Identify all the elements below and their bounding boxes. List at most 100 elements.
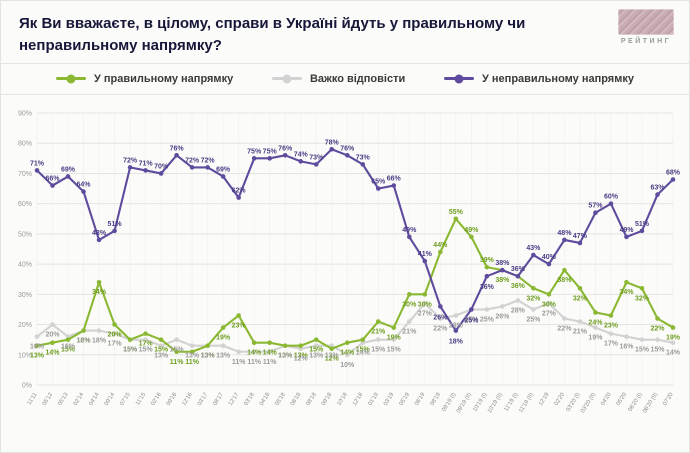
svg-text:43%: 43% (526, 245, 541, 252)
svg-text:08'18: 08'18 (305, 391, 318, 406)
svg-text:69%: 69% (216, 166, 231, 173)
svg-text:21%: 21% (573, 328, 588, 335)
gray-line-marker-icon (271, 77, 302, 80)
svg-text:01'19: 01'19 (367, 391, 380, 406)
svg-text:40%: 40% (18, 261, 32, 268)
svg-text:44%: 44% (433, 242, 448, 249)
svg-text:41%: 41% (418, 251, 433, 258)
svg-text:10'18: 10'18 (336, 391, 349, 406)
svg-text:57%: 57% (588, 202, 603, 209)
svg-text:09'19 (ІІ): 09'19 (ІІ) (456, 391, 473, 413)
svg-text:66%: 66% (46, 175, 61, 182)
svg-text:36%: 36% (511, 283, 526, 290)
svg-text:13%: 13% (201, 352, 216, 359)
svg-text:15%: 15% (154, 346, 169, 353)
svg-text:25%: 25% (480, 316, 495, 323)
svg-text:76%: 76% (170, 145, 185, 152)
svg-text:68%: 68% (666, 169, 681, 176)
svg-text:06'20 (І): 06'20 (І) (627, 391, 643, 412)
svg-text:49%: 49% (464, 226, 479, 233)
svg-text:34%: 34% (619, 289, 634, 296)
svg-text:11%: 11% (247, 358, 261, 365)
svg-text:62%: 62% (232, 187, 247, 194)
svg-text:72%: 72% (185, 157, 200, 164)
svg-text:04'20: 04'20 (600, 391, 613, 406)
header: Як Ви вважаєте, в цілому, справи в Украї… (1, 1, 689, 61)
svg-text:15%: 15% (139, 346, 154, 353)
svg-text:36%: 36% (511, 266, 526, 273)
legend-label: У правильному напрямку (94, 72, 234, 85)
svg-text:34%: 34% (92, 289, 107, 296)
svg-text:09'14: 09'14 (104, 391, 117, 407)
legend-item-hard-to-answer: Важко відповісти (271, 72, 406, 85)
svg-text:22%: 22% (557, 325, 572, 332)
svg-text:70%: 70% (18, 170, 32, 177)
svg-text:19%: 19% (387, 334, 402, 341)
svg-text:13%: 13% (294, 352, 309, 359)
purple-line-marker-icon (444, 77, 475, 80)
svg-text:08'19: 08'19 (429, 391, 442, 406)
svg-text:14%: 14% (46, 349, 61, 356)
svg-text:60%: 60% (604, 193, 619, 200)
svg-text:30%: 30% (18, 291, 32, 298)
svg-text:30%: 30% (542, 301, 557, 308)
svg-text:22%: 22% (650, 325, 665, 332)
svg-text:25%: 25% (464, 317, 479, 324)
svg-text:20%: 20% (108, 331, 123, 338)
svg-text:08'17: 08'17 (212, 391, 225, 406)
svg-text:05'12: 05'12 (42, 391, 55, 406)
svg-text:15%: 15% (387, 346, 402, 353)
svg-text:14%: 14% (263, 349, 278, 356)
svg-text:14%: 14% (247, 349, 262, 356)
svg-text:11'11: 11'11 (27, 391, 39, 405)
svg-text:11%: 11% (185, 358, 199, 365)
svg-text:10%: 10% (18, 352, 32, 359)
svg-text:11%: 11% (263, 358, 277, 365)
chart-legend: У правильному напрямку Важко відповісти … (1, 62, 689, 95)
svg-text:11'15: 11'15 (135, 391, 147, 406)
legend-item-wrong-direction: У неправильному напрямку (444, 73, 634, 85)
svg-text:75%: 75% (247, 148, 262, 155)
svg-text:15%: 15% (170, 346, 185, 353)
svg-text:12'18: 12'18 (352, 391, 365, 406)
svg-text:71%: 71% (30, 160, 45, 167)
svg-text:20%: 20% (18, 322, 32, 329)
svg-text:73%: 73% (309, 154, 324, 161)
svg-text:16%: 16% (619, 343, 634, 350)
svg-text:15%: 15% (123, 346, 138, 353)
svg-text:18%: 18% (449, 338, 464, 345)
svg-text:19%: 19% (588, 334, 603, 341)
svg-text:05'18: 05'18 (274, 391, 287, 406)
green-line-marker-icon (56, 77, 86, 80)
svg-text:51%: 51% (635, 220, 650, 227)
svg-text:38%: 38% (557, 277, 572, 284)
svg-text:24%: 24% (588, 319, 603, 326)
svg-text:10'19 (ІІ): 10'19 (ІІ) (487, 391, 504, 413)
svg-text:32%: 32% (635, 295, 650, 302)
page-title: Як Ви вважаєте, в цілому, справи в Украї… (19, 15, 526, 54)
svg-text:25%: 25% (464, 316, 479, 323)
svg-text:18%: 18% (77, 337, 92, 344)
legend-label: Важко відповісти (309, 72, 406, 85)
svg-text:15%: 15% (123, 346, 138, 353)
svg-text:09'18: 09'18 (321, 391, 334, 406)
svg-text:04'18: 04'18 (259, 391, 272, 406)
svg-text:12'17: 12'17 (228, 391, 241, 406)
svg-text:02'16: 02'16 (150, 391, 163, 406)
svg-text:26%: 26% (495, 313, 510, 320)
svg-text:47%: 47% (573, 232, 588, 239)
svg-text:15%: 15% (356, 346, 371, 353)
svg-text:13%: 13% (201, 352, 216, 359)
svg-text:69%: 69% (61, 166, 76, 173)
svg-text:50%: 50% (18, 231, 32, 238)
svg-text:09'16: 09'16 (166, 391, 179, 406)
svg-text:65%: 65% (371, 178, 386, 185)
svg-text:72%: 72% (123, 157, 138, 164)
svg-text:32%: 32% (526, 295, 541, 302)
svg-text:25%: 25% (526, 316, 541, 323)
svg-text:48%: 48% (92, 229, 107, 236)
svg-text:13%: 13% (30, 352, 45, 359)
svg-text:12'19: 12'19 (538, 391, 551, 406)
svg-text:07'15: 07'15 (119, 391, 132, 406)
rating-group-logo: РЕЙТИНГ (615, 9, 677, 45)
